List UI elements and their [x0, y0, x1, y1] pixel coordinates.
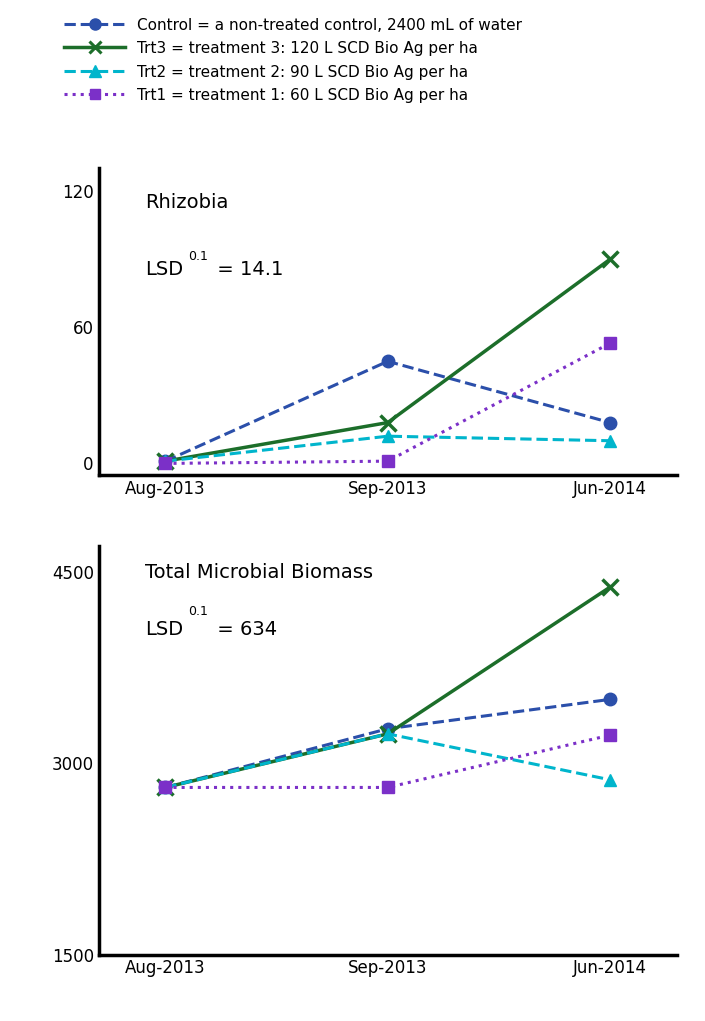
Text: = 14.1: = 14.1 [212, 260, 284, 280]
Text: LSD: LSD [145, 260, 183, 280]
Legend: Control = a non-treated control, 2400 mL of water, Trt3 = treatment 3: 120 L SCD: Control = a non-treated control, 2400 mL… [64, 17, 522, 103]
Text: Rhizobia: Rhizobia [145, 193, 228, 212]
Text: 0.1: 0.1 [188, 250, 208, 262]
Text: Total Microbial Biomass: Total Microbial Biomass [145, 563, 373, 582]
Text: 0.1: 0.1 [188, 605, 208, 619]
Text: = 634: = 634 [212, 620, 278, 639]
Text: LSD: LSD [145, 620, 183, 639]
